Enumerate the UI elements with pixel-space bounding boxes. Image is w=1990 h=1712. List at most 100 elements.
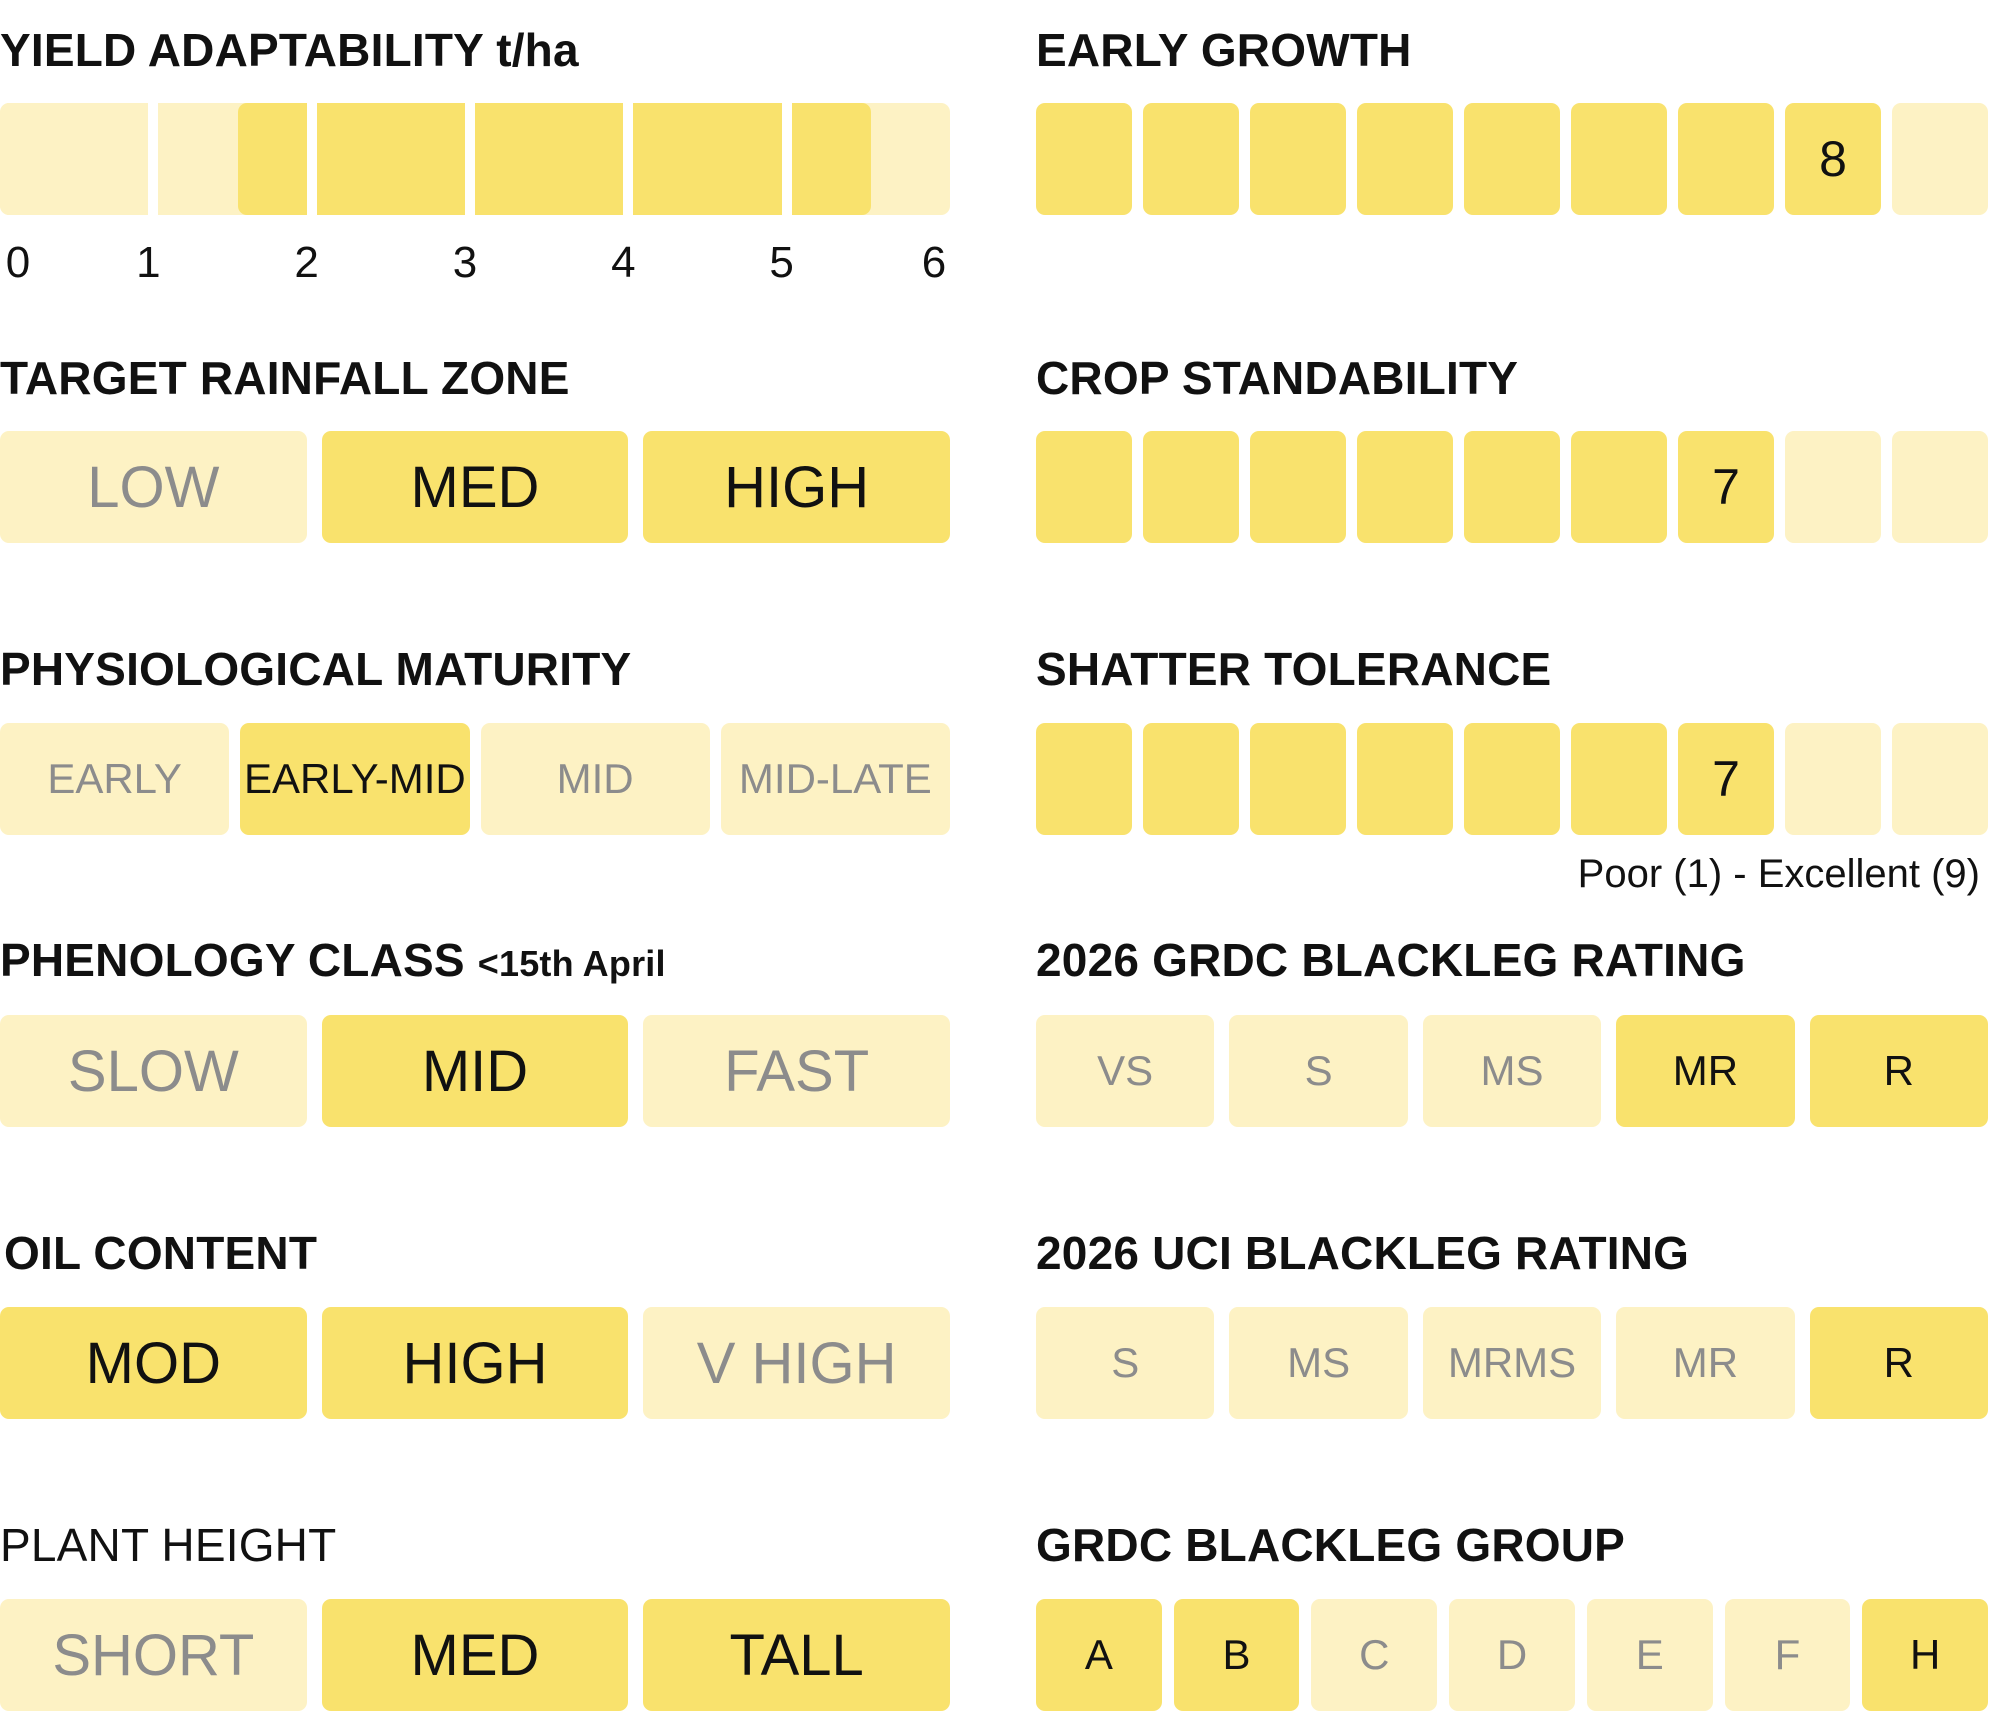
standability-cell-2 (1143, 431, 1239, 543)
yield-tick-label: 0 (5, 238, 31, 287)
rainfall-option-high: HIGH (643, 431, 950, 543)
grdc-group-option-f: F (1724, 1599, 1851, 1711)
yield-adaptability-title: YIELD ADAPTABILITY t/ha (0, 24, 579, 76)
yield-segment-gap (623, 103, 634, 215)
shatter-title: SHATTER TOLERANCE (1036, 643, 1552, 695)
standability-cell-5 (1464, 431, 1560, 543)
shatter-cell-3 (1250, 723, 1346, 835)
early-growth-cell-1 (1036, 103, 1132, 215)
shatter-cell-6 (1571, 723, 1667, 835)
yield-tick-label: 4 (611, 238, 636, 287)
plant-height-title: PLANT HEIGHT (0, 1519, 337, 1571)
uci-rating-title: 2026 UCI BLACKLEG RATING (1036, 1227, 1690, 1279)
height-option-short: SHORT (0, 1599, 307, 1711)
yield-tick-label: 5 (769, 238, 794, 287)
early-growth-cell-9 (1892, 103, 1988, 215)
phenology-options: SLOW MID FAST (0, 1015, 950, 1127)
shatter-scale: 7 (1036, 723, 1988, 835)
shatter-cell-8 (1785, 723, 1881, 835)
grdc-group-option-c: C (1311, 1599, 1438, 1711)
oil-content-title: OIL CONTENT (4, 1227, 318, 1279)
early-growth-value: 8 (1785, 103, 1881, 215)
phenology-title-main: PHENOLOGY CLASS (0, 934, 465, 986)
grdc-rating-option-r: R (1809, 1015, 1988, 1127)
grdc-group-option-h: H (1862, 1599, 1988, 1711)
standability-cell-3 (1250, 431, 1346, 543)
shatter-value: 7 (1678, 723, 1774, 835)
early-growth-cell-7 (1678, 103, 1774, 215)
rainfall-option-low: LOW (0, 431, 307, 543)
early-growth-cell-3 (1250, 103, 1346, 215)
early-growth-cell-4 (1357, 103, 1453, 215)
uci-rating-option-mrms: MRMS (1422, 1307, 1602, 1419)
oil-content-options: MOD HIGH V HIGH (0, 1307, 950, 1419)
standability-cell-6 (1571, 431, 1667, 543)
standability-cell-9 (1892, 431, 1988, 543)
grdc-rating-option-s: S (1229, 1015, 1408, 1127)
phenology-option-slow: SLOW (0, 1015, 307, 1127)
height-option-tall: TALL (643, 1599, 950, 1711)
maturity-options: EARLY EARLY-MID MID MID-LATE (0, 723, 950, 835)
phenology-option-mid: MID (321, 1015, 629, 1127)
maturity-option-early: EARLY (0, 723, 230, 835)
scale-note: Poor (1) - Excellent (9) (1577, 852, 1980, 896)
uci-rating-option-ms: MS (1229, 1307, 1408, 1419)
yield-tick-label: 1 (136, 238, 161, 287)
phenology-option-fast: FAST (643, 1015, 950, 1127)
height-option-med: MED (321, 1599, 629, 1711)
shatter-cell-2 (1143, 723, 1239, 835)
grdc-rating-option-vs: VS (1036, 1015, 1215, 1127)
yield-segment-gap (781, 103, 792, 215)
grdc-rating-title: 2026 GRDC BLACKLEG RATING (1036, 934, 1746, 986)
rainfall-zone-options: LOW MED HIGH (0, 431, 950, 543)
oil-option-high: HIGH (321, 1307, 629, 1419)
yield-range-bar (0, 103, 950, 215)
maturity-option-mid: MID (480, 723, 710, 835)
early-growth-title: EARLY GROWTH (1036, 24, 1412, 76)
shatter-cell-1 (1036, 723, 1132, 835)
early-growth-cell-6 (1571, 103, 1667, 215)
grdc-group-option-e: E (1586, 1599, 1713, 1711)
uci-rating-option-r: R (1809, 1307, 1988, 1419)
early-growth-cell-2 (1143, 103, 1239, 215)
shatter-cell-9 (1892, 723, 1988, 835)
rainfall-zone-title: TARGET RAINFALL ZONE (0, 352, 570, 404)
yield-range-lead (0, 103, 149, 215)
standability-cell-1 (1036, 431, 1132, 543)
uci-rating-option-s: S (1036, 1307, 1215, 1419)
grdc-group-option-d: D (1449, 1599, 1575, 1711)
phenology-title: PHENOLOGY CLASS <15th April (0, 937, 666, 983)
grdc-group-option-a: A (1036, 1599, 1162, 1711)
phenology-title-suffix: <15th April (477, 943, 666, 984)
yield-tick-label: 6 (921, 238, 947, 287)
standability-value: 7 (1678, 431, 1774, 543)
early-growth-cell-5 (1464, 103, 1560, 215)
plant-height-options: SHORT MED TALL (0, 1599, 950, 1711)
oil-option-mod: MOD (0, 1307, 307, 1419)
yield-segment-gap (148, 103, 159, 215)
early-growth-scale: 8 (1036, 103, 1988, 215)
standability-cell-4 (1357, 431, 1453, 543)
grdc-group-option-b: B (1173, 1599, 1300, 1711)
maturity-option-mid-late: MID-LATE (720, 723, 950, 835)
yield-tick-label: 2 (294, 238, 319, 287)
grdc-rating-option-ms: MS (1422, 1015, 1602, 1127)
oil-option-v-high: V HIGH (643, 1307, 950, 1419)
yield-tick-label: 3 (452, 238, 478, 287)
grdc-rating-option-mr: MR (1616, 1015, 1795, 1127)
grdc-group-title: GRDC BLACKLEG GROUP (1036, 1519, 1626, 1571)
standability-title: CROP STANDABILITY (1036, 352, 1519, 404)
maturity-title: PHYSIOLOGICAL MATURITY (0, 643, 632, 695)
yield-segment-gap (465, 103, 475, 215)
uci-rating-options: S MS MRMS MR R (1036, 1307, 1988, 1419)
yield-segment-gap (306, 103, 317, 215)
maturity-option-early-mid: EARLY-MID (240, 723, 470, 835)
grdc-rating-options: VS S MS MR R (1036, 1015, 1988, 1127)
shatter-cell-4 (1357, 723, 1453, 835)
yield-range-fill (237, 103, 871, 215)
rainfall-option-med: MED (321, 431, 629, 543)
shatter-cell-5 (1464, 723, 1560, 835)
standability-cell-8 (1785, 431, 1881, 543)
uci-rating-option-mr: MR (1616, 1307, 1795, 1419)
